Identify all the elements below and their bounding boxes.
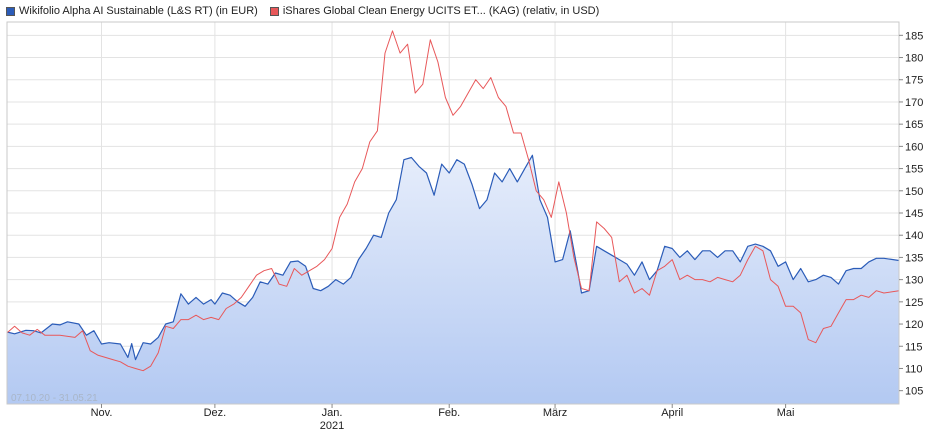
x-tick-label: April	[661, 407, 683, 419]
x-tick-label: Feb.	[438, 407, 460, 419]
x-tick-label: März	[543, 407, 567, 419]
x-tick-label: Nov.	[91, 407, 113, 419]
y-tick-label: 180	[905, 53, 923, 65]
y-tick-label: 130	[905, 275, 923, 287]
y-tick-label: 160	[905, 141, 923, 153]
date-range-label: 07.10.20 - 31.05.21	[11, 393, 98, 404]
y-tick-label: 115	[905, 341, 923, 353]
y-tick-label: 145	[905, 208, 923, 220]
y-tick-label: 140	[905, 230, 923, 242]
y-tick-label: 175	[905, 75, 923, 87]
y-tick-label: 150	[905, 186, 923, 198]
x-tick-label: Jan.	[322, 407, 343, 419]
legend-item-ishares[interactable]: iShares Global Clean Energy UCITS ET... …	[269, 5, 600, 17]
series-area-layer	[7, 155, 899, 404]
series-line-0	[6, 154, 900, 361]
y-tick-label: 110	[905, 363, 923, 375]
series-line-1	[6, 30, 900, 372]
y-tick-label: 135	[905, 252, 923, 264]
legend-swatch-wikifolio	[6, 6, 15, 16]
y-tick-label: 105	[905, 386, 923, 398]
y-tick-label: 165	[905, 119, 923, 131]
legend-label-wikifolio: Wikifolio Alpha AI Sustainable (L&S RT) …	[19, 5, 258, 17]
legend-swatch-ishares	[269, 6, 279, 16]
x-tick-sublabel: 2021	[320, 420, 344, 432]
legend-item-wikifolio[interactable]: Wikifolio Alpha AI Sustainable (L&S RT) …	[6, 5, 258, 17]
x-tick-label: Dez.	[204, 407, 227, 419]
y-tick-label: 120	[905, 319, 923, 331]
series-area-fill-0	[7, 155, 899, 404]
legend-label-ishares: iShares Global Clean Energy UCITS ET... …	[282, 5, 600, 17]
series-lines-layer	[6, 30, 900, 372]
chart-legend: Wikifolio Alpha AI Sustainable (L&S RT) …	[6, 3, 611, 19]
x-tick-label: Mai	[777, 407, 795, 419]
y-tick-label: 170	[905, 97, 923, 109]
axes: 105 110 115 120 125 130 135 140 145 150 155 160 165 1…	[6, 21, 923, 432]
y-tick-label: 125	[905, 297, 923, 309]
y-tick-label: 155	[905, 164, 923, 176]
y-tick-label: 185	[905, 30, 923, 42]
